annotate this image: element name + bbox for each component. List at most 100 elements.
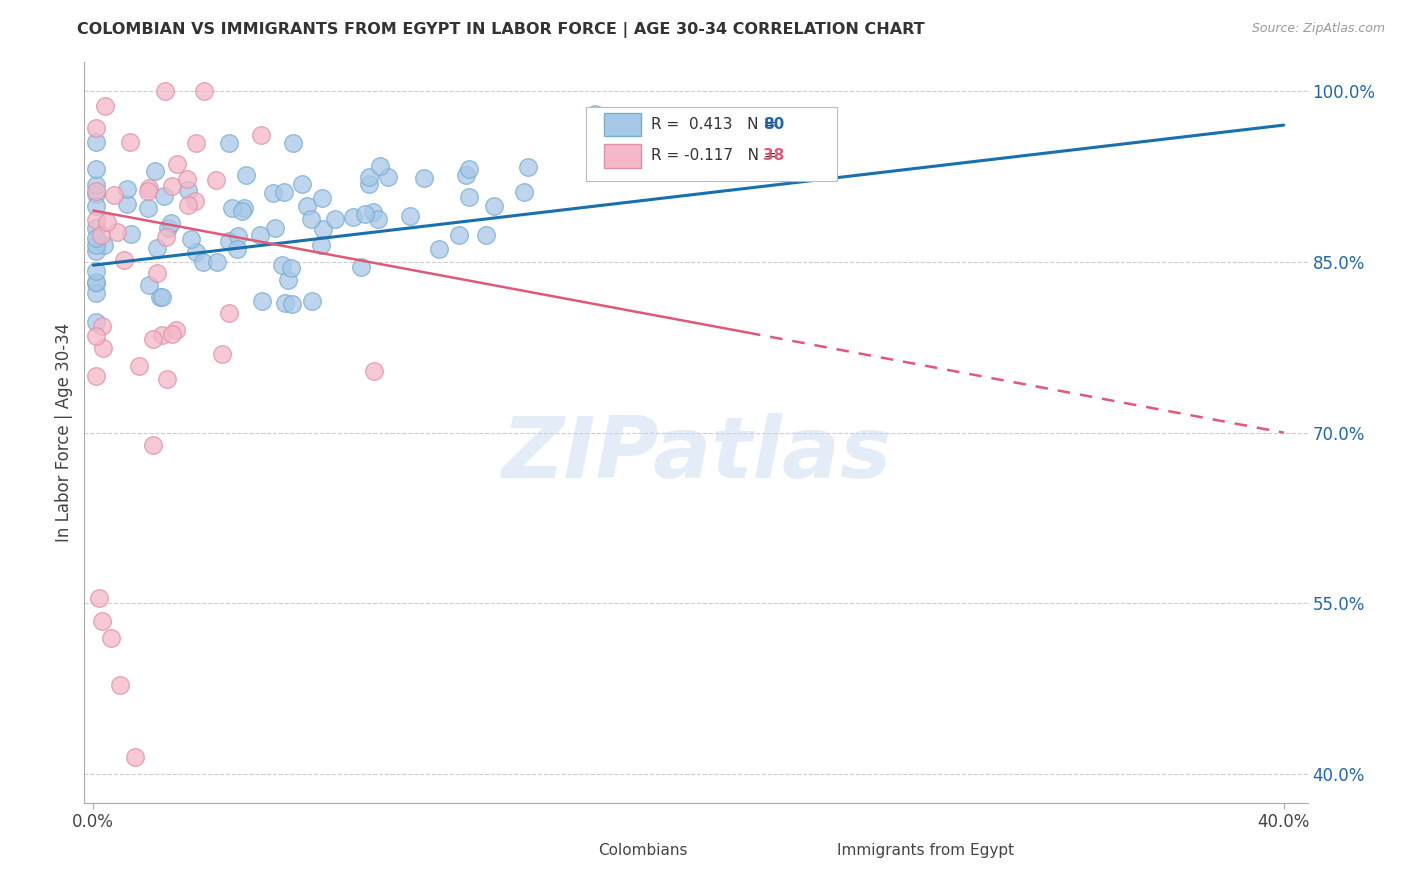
Point (160, 216, 183, 230)
Point (94, 99, 117, 113)
Point (177, 198, 200, 212)
Point (264, 221, 287, 235)
Point (309, 238, 332, 252)
Point (262, 186, 284, 201)
Point (225, 242, 247, 256)
Point (221, 201, 243, 215)
Point (250, 294, 273, 309)
Point (156, 372, 179, 386)
Point (457, 162, 479, 177)
Point (449, 227, 471, 242)
Point (84, 315, 107, 329)
Point (142, 332, 165, 346)
Point (180, 231, 202, 245)
Point (150, 290, 173, 304)
Point (162, 179, 184, 194)
FancyBboxPatch shape (553, 838, 583, 864)
Point (274, 296, 297, 310)
Point (120, 227, 142, 241)
Point (475, 227, 498, 242)
Point (136, 201, 159, 215)
Point (136, 185, 159, 199)
Point (191, 255, 214, 269)
Point (299, 211, 322, 226)
Point (84, 286, 107, 301)
Point (184, 136, 207, 150)
Point (112, 253, 135, 268)
Y-axis label: In Labor Force | Age 30-34: In Labor Force | Age 30-34 (55, 323, 73, 542)
Point (115, 196, 138, 211)
Point (100, 631, 122, 645)
Point (145, 242, 167, 256)
Point (96, 215, 118, 229)
Text: R =  0.413   N =: R = 0.413 N = (651, 117, 780, 132)
Point (157, 220, 180, 235)
Point (128, 359, 150, 374)
Point (155, 229, 177, 244)
Text: Source: ZipAtlas.com: Source: ZipAtlas.com (1251, 22, 1385, 36)
Text: COLOMBIAN VS IMMIGRANTS FROM EGYPT IN LABOR FORCE | AGE 30-34 CORRELATION CHART: COLOMBIAN VS IMMIGRANTS FROM EGYPT IN LA… (77, 22, 925, 38)
Point (281, 297, 304, 311)
Point (312, 222, 335, 236)
Point (359, 169, 381, 184)
Point (84, 184, 107, 198)
Point (359, 177, 381, 191)
Point (143, 164, 166, 178)
FancyBboxPatch shape (790, 838, 821, 864)
Point (84, 120, 107, 135)
Point (184, 244, 207, 259)
Point (160, 326, 183, 341)
FancyBboxPatch shape (605, 112, 641, 136)
Point (84, 178, 107, 192)
Point (211, 346, 233, 360)
Point (354, 207, 377, 221)
Point (103, 188, 125, 202)
Point (399, 209, 422, 223)
Point (138, 180, 160, 194)
Point (291, 177, 314, 191)
Point (176, 171, 198, 186)
Point (325, 211, 347, 226)
Point (84, 161, 107, 176)
Point (93, 238, 115, 252)
Point (84, 276, 107, 290)
Point (301, 294, 323, 309)
Point (583, 107, 606, 121)
Point (142, 438, 165, 452)
Point (342, 210, 364, 224)
Point (115, 181, 138, 195)
Point (311, 190, 333, 204)
Point (145, 266, 167, 280)
Point (277, 273, 299, 287)
Point (152, 189, 174, 203)
Point (457, 190, 479, 204)
Text: ZIPatlas: ZIPatlas (501, 413, 891, 496)
Point (124, 750, 146, 764)
Point (105, 225, 128, 239)
Point (90, 318, 112, 333)
Point (165, 322, 187, 336)
Point (482, 199, 505, 213)
Point (90, 227, 112, 242)
Point (108, 678, 131, 692)
Point (150, 328, 173, 343)
Point (84, 368, 107, 383)
Point (84, 135, 107, 149)
Point (84, 244, 107, 258)
Point (377, 170, 399, 185)
Point (84, 328, 107, 343)
Point (413, 171, 436, 186)
Point (84, 275, 107, 289)
FancyBboxPatch shape (586, 107, 837, 181)
Point (166, 157, 188, 171)
Text: Colombians: Colombians (598, 844, 688, 858)
Point (350, 260, 373, 274)
Text: R = -0.117   N =: R = -0.117 N = (651, 148, 782, 163)
Point (516, 160, 538, 174)
Point (271, 258, 294, 272)
Point (205, 173, 228, 187)
Point (84, 238, 107, 252)
Point (184, 194, 207, 208)
Point (454, 169, 477, 183)
Text: 38: 38 (763, 148, 785, 163)
